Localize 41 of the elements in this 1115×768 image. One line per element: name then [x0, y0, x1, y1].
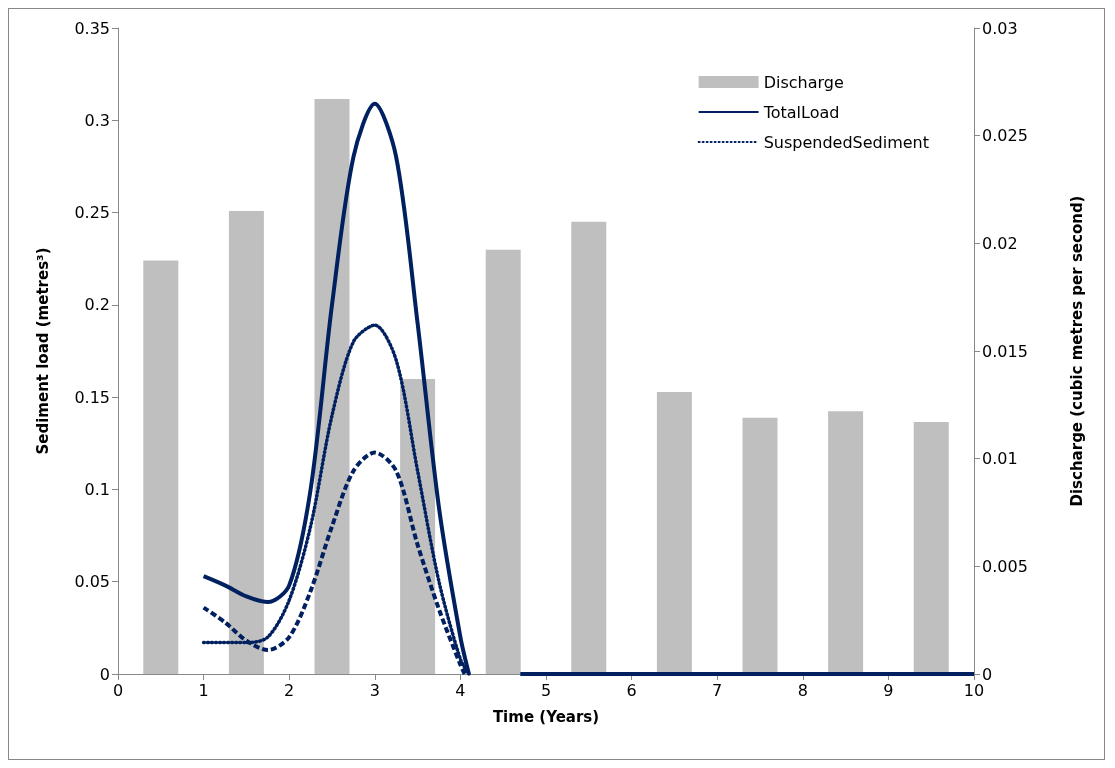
bar [913, 422, 949, 674]
x-tick-label: 10 [963, 680, 985, 700]
x-tick-label: 6 [626, 680, 637, 700]
y-axis-title: Sediment load (metres³) [33, 247, 52, 455]
y2-tick-label: 0.02 [982, 233, 1018, 253]
x-tick-label: 5 [540, 680, 552, 700]
bar [571, 221, 607, 674]
x-tick-label: 4 [455, 680, 466, 700]
bar [742, 417, 778, 674]
y2-tick-label: 0.01 [982, 449, 1018, 469]
bar [228, 211, 264, 674]
bar [656, 391, 692, 674]
x-tick-label: 9 [883, 680, 894, 700]
y-tick-label: 0.3 [84, 110, 110, 130]
x-tick-label: 3 [369, 680, 380, 700]
x-tick-label: 8 [797, 680, 808, 700]
x-tick-label: 0 [112, 680, 124, 700]
x-tick-label: 2 [284, 680, 295, 700]
bar [828, 411, 864, 674]
y2-tick-label: 0.03 [982, 18, 1018, 38]
y2-axis-title: Discharge (cubic metres per second) [1067, 195, 1086, 507]
legend-label: Discharge [763, 72, 844, 92]
y2-tick-label: 0.025 [982, 126, 1028, 146]
y-tick-label: 0.15 [74, 387, 110, 407]
x-tick-label: 1 [198, 680, 209, 700]
y-tick-label: 0.05 [74, 572, 110, 592]
legend-label: SuspendedSediment [763, 132, 929, 152]
y-tick-label: 0.1 [84, 479, 110, 499]
bar [143, 260, 179, 674]
bar [485, 249, 521, 674]
x-tick-label: 7 [712, 680, 723, 700]
y-tick-label: 0.2 [84, 295, 110, 315]
y-tick-label: 0 [99, 664, 110, 684]
legend-label: TotalLoad [762, 102, 840, 122]
y-tick-label: 0.35 [74, 18, 110, 38]
bar [314, 99, 350, 674]
x-axis-title: Time (Years) [492, 707, 600, 726]
y-tick-label: 0.25 [74, 203, 110, 223]
y2-tick-label: 0.015 [982, 341, 1028, 361]
y2-tick-label: 0 [982, 664, 993, 684]
y2-tick-label: 0.005 [982, 556, 1028, 576]
